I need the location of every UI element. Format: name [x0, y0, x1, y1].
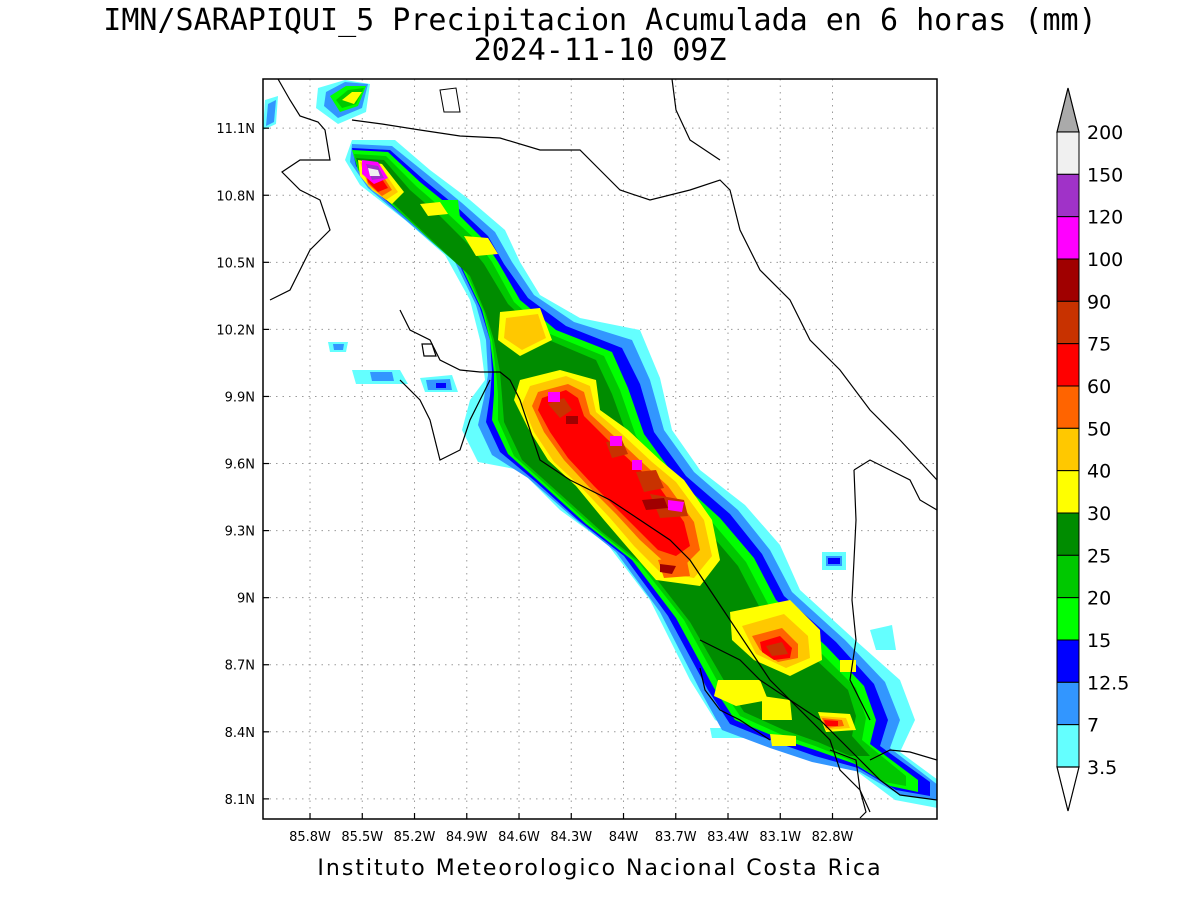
colorbar-legend: 200 150 120 100 90 75 60 50 40 30 25 20 15 12.5 7 3.5: [1056, 87, 1129, 812]
colorbar-level-label: 3.5: [1087, 757, 1117, 779]
colorbar-swatch: [1056, 724, 1080, 768]
y-tick-label: 9N: [237, 592, 255, 607]
colorbar-overflow-triangle: [1056, 87, 1080, 133]
y-tick-label: 8.1N: [225, 793, 255, 808]
colorbar-swatch: [1056, 681, 1080, 726]
colorbar-level-label: 120: [1087, 207, 1123, 229]
y-tick-label: 10.5N: [216, 256, 255, 271]
colorbar-swatch: [1056, 258, 1080, 302]
x-tick-label: 83.4W: [707, 830, 749, 845]
y-tick-label: 10.8N: [216, 189, 255, 204]
longitude-axis: 85.8W 85.5W 85.2W 84.9W 84.6W 84.3W 84W 83.7W 83…: [289, 813, 854, 845]
colorbar-level-label: 25: [1087, 545, 1111, 567]
colorbar-level-label: 75: [1087, 334, 1111, 356]
colorbar-swatch: [1056, 639, 1080, 683]
latitude-axis: 11.1N 10.8N 10.5N 10.2N 9.9N 9.6N 9.3N 9N 8.7N 8.…: [216, 122, 269, 808]
colorbar-swatch: [1056, 131, 1080, 175]
y-tick-label: 8.7N: [225, 659, 255, 674]
colorbar-swatch: [1056, 343, 1080, 387]
colorbar-swatch: [1056, 216, 1080, 260]
footer-credit: Instituto Meteorologico Nacional Costa R…: [317, 856, 883, 881]
x-tick-label: 83.1W: [759, 830, 801, 845]
precip-layer-120-150: [362, 160, 684, 512]
x-tick-label: 85.2W: [394, 830, 436, 845]
colorbar-level-label: 100: [1087, 249, 1123, 271]
colorbar-level-label: 40: [1087, 461, 1111, 483]
map-subtitle-date: 2024-11-10 09Z: [473, 33, 727, 68]
colorbar-swatch: [1056, 470, 1080, 514]
colorbar-swatch: [1056, 427, 1080, 472]
colorbar-swatch: [1056, 597, 1080, 641]
coastlines-borders: [269, 79, 937, 819]
x-tick-label: 84.6W: [498, 830, 540, 845]
x-tick-label: 82.8W: [812, 830, 854, 845]
colorbar-swatch: [1056, 554, 1080, 599]
colorbar-level-label: 60: [1087, 376, 1111, 398]
colorbar-level-label: 30: [1087, 503, 1111, 525]
y-tick-label: 9.9N: [225, 390, 255, 405]
colorbar-level-label: 20: [1087, 588, 1111, 610]
x-tick-label: 83.7W: [655, 830, 697, 845]
colorbar-swatch: [1056, 385, 1080, 429]
y-tick-label: 11.1N: [216, 122, 255, 137]
x-tick-label: 84W: [609, 830, 639, 845]
colorbar-underflow-triangle: [1056, 766, 1080, 812]
plot-frame: [262, 78, 938, 820]
colorbar-level-label: 7: [1087, 715, 1099, 737]
y-tick-label: 10.2N: [216, 323, 255, 338]
y-tick-label: 9.3N: [225, 525, 255, 540]
colorbar-level-label: 12.5: [1087, 672, 1129, 694]
map-title: IMN/SARAPIQUI_5 Precipitacion Acumulada …: [103, 3, 1097, 38]
colorbar-level-label: 15: [1087, 630, 1111, 652]
y-tick-label: 8.4N: [225, 726, 255, 741]
colorbar-swatch: [1056, 300, 1080, 345]
colorbar-level-label: 90: [1087, 291, 1111, 313]
x-tick-label: 85.8W: [289, 830, 331, 845]
x-tick-label: 84.3W: [550, 830, 592, 845]
y-tick-label: 9.6N: [225, 458, 255, 473]
colorbar-swatch: [1056, 173, 1080, 218]
x-tick-label: 85.5W: [341, 830, 383, 845]
x-tick-label: 84.9W: [446, 830, 488, 845]
colorbar-swatch: [1056, 512, 1080, 556]
precipitation-field: [263, 80, 937, 808]
colorbar-level-label: 150: [1087, 164, 1123, 186]
colorbar-level-label: 50: [1087, 418, 1111, 440]
colorbar-level-label: 200: [1087, 122, 1123, 144]
